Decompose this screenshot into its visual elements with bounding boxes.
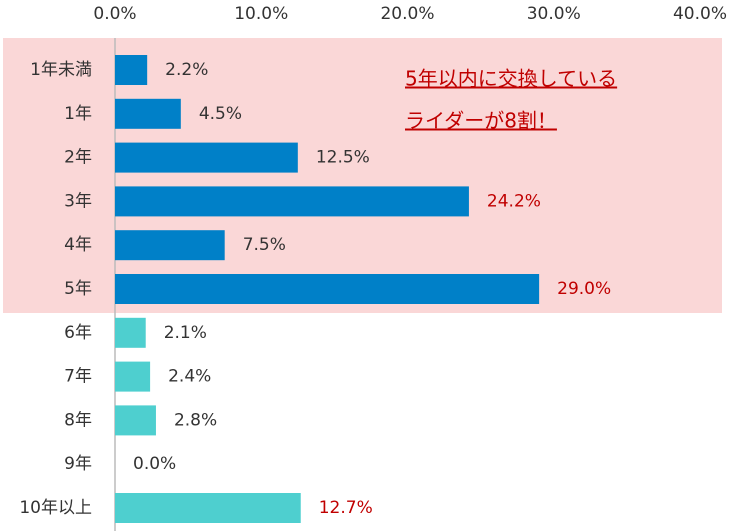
y-tick-label: 5年	[64, 279, 92, 299]
y-tick-label: 9年	[64, 454, 92, 474]
x-tick-label: 30.0%	[527, 4, 581, 24]
x-tick-label: 20.0%	[380, 4, 434, 24]
bar	[115, 186, 469, 217]
value-label: 12.5%	[316, 148, 370, 168]
value-label: 4.5%	[199, 104, 242, 124]
x-tick-label: 10.0%	[234, 4, 288, 24]
annotation: 5年以内に交換している	[405, 67, 617, 91]
value-label: 0.0%	[133, 454, 176, 474]
bar	[115, 317, 146, 348]
bar	[115, 493, 301, 523]
value-label: 29.0%	[557, 279, 611, 299]
y-tick-label: 2年	[64, 148, 92, 168]
y-tick-label: 7年	[64, 367, 92, 387]
x-tick-label: 40.0%	[673, 4, 727, 24]
y-tick-label: 3年	[64, 191, 92, 211]
annotation: ライダーが8割！	[405, 109, 557, 133]
value-label: 2.1%	[164, 323, 207, 343]
value-label: 2.2%	[165, 60, 208, 80]
value-label: 24.2%	[487, 191, 541, 211]
value-label: 2.8%	[174, 410, 217, 430]
bar	[115, 405, 156, 436]
y-tick-label: 6年	[64, 323, 92, 343]
bar	[115, 274, 540, 304]
bar	[115, 55, 148, 85]
value-label: 7.5%	[243, 235, 286, 255]
y-tick-label: 10年以上	[19, 498, 92, 518]
value-label: 2.4%	[168, 367, 211, 387]
bar	[115, 142, 298, 173]
y-tick-label: 8年	[64, 410, 92, 430]
x-tick-label: 0.0%	[93, 4, 136, 24]
bar	[115, 230, 225, 261]
y-tick-label: 1年未満	[30, 60, 92, 80]
bar	[115, 98, 181, 129]
value-label: 12.7%	[319, 498, 373, 518]
y-tick-label: 1年	[64, 104, 92, 124]
bar	[115, 361, 151, 392]
y-tick-label: 4年	[64, 235, 92, 255]
